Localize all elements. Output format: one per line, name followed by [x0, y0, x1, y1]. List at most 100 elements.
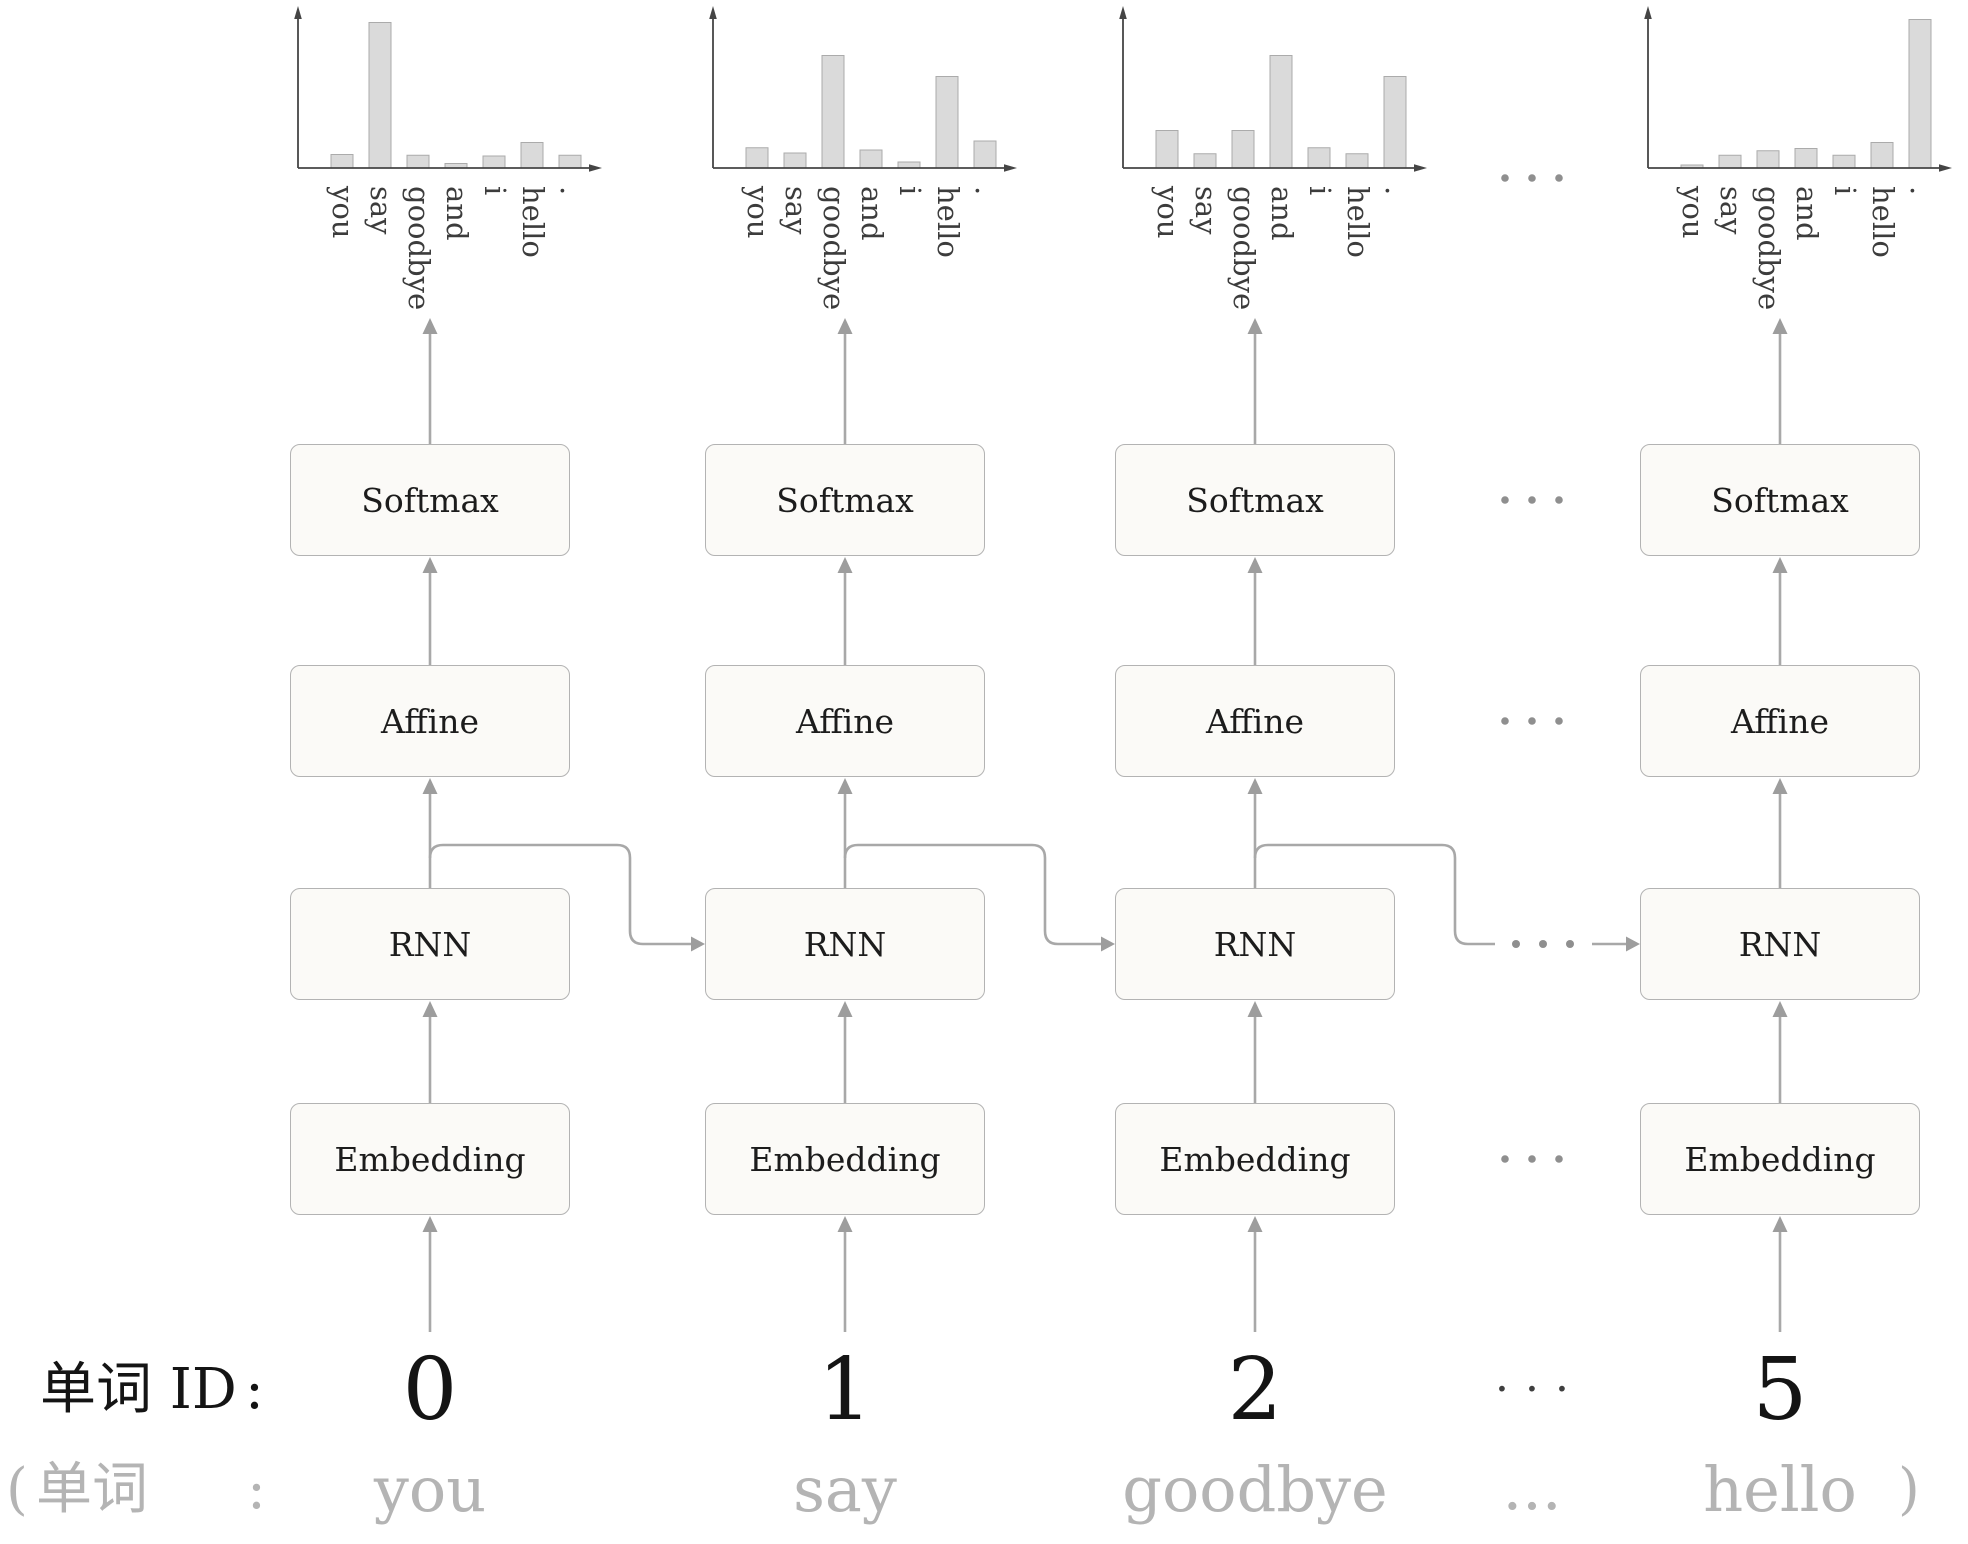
bar-hello: [935, 76, 959, 169]
up-arrow-col2-2-head: [1247, 778, 1263, 794]
word-value: you: [373, 1453, 487, 1526]
recurrent-ellipsis-dot-2: [1566, 940, 1574, 948]
x-tick-label: i: [893, 186, 927, 196]
bar-and: [1794, 148, 1818, 169]
probability-chart-2: [1119, 6, 1427, 172]
embedding-row-ellipsis-dot-2: [1555, 1155, 1563, 1163]
x-tick-label: .: [554, 186, 588, 196]
up-arrow-col2-4-head: [1247, 1216, 1263, 1232]
word-id-value: 1: [817, 1340, 873, 1440]
embedding-box: Embedding: [1115, 1103, 1395, 1215]
x-tick-label: hello: [1866, 186, 1900, 258]
softmax-box: Softmax: [290, 444, 570, 556]
word-row-close-paren: ): [1898, 1457, 1920, 1522]
affine-box: Affine: [290, 665, 570, 777]
x-axis-arrowhead: [1939, 164, 1952, 172]
bar-say: [1193, 153, 1217, 169]
rnn-box: RNN: [1640, 888, 1920, 1000]
x-tick-label: i: [1303, 186, 1337, 196]
y-axis-arrowhead: [1119, 6, 1127, 19]
x-tick-label: say: [364, 186, 398, 235]
softmax-row-ellipsis-dot-1: [1528, 496, 1536, 504]
up-arrow-col3-2-head: [1772, 778, 1788, 794]
probability-chart-3: [1644, 6, 1952, 172]
probability-chart-0: [294, 6, 602, 172]
bar-hello: [1345, 153, 1369, 169]
bar-and: [859, 149, 883, 169]
embedding-row-ellipsis-dot-1: [1528, 1155, 1536, 1163]
embedding-box: Embedding: [705, 1103, 985, 1215]
x-tick-label: you: [326, 186, 360, 239]
bar-goodbye: [1231, 130, 1255, 169]
x-axis-arrowhead: [1004, 164, 1017, 172]
up-arrow-col1-1-head: [837, 557, 853, 573]
up-arrow-col0-0-head: [422, 318, 438, 334]
bar-.: [558, 154, 582, 169]
bar-goodbye: [821, 55, 845, 169]
word-row-open-paren: (: [6, 1457, 28, 1522]
up-arrow-col1-3-head: [837, 1001, 853, 1017]
bar-say: [783, 152, 807, 169]
word-id-value: 0: [402, 1340, 458, 1440]
bar-you: [1680, 164, 1704, 169]
bar-i: [482, 155, 506, 169]
affine-box: Affine: [705, 665, 985, 777]
x-tick-label: and: [1265, 186, 1299, 241]
affine-box: Affine: [1640, 665, 1920, 777]
bar-and: [1269, 55, 1293, 169]
x-tick-label: you: [1676, 186, 1710, 239]
y-axis-arrowhead: [709, 6, 717, 19]
word-row-caption: 单词: [36, 1457, 148, 1522]
y-axis-arrowhead: [294, 6, 302, 19]
bar-you: [1155, 130, 1179, 169]
up-arrow-col2-1-head: [1247, 557, 1263, 573]
recurrent-ellipsis-dot-1: [1539, 940, 1547, 948]
word-value: say: [793, 1453, 897, 1526]
up-arrow-col0-3-head: [422, 1001, 438, 1017]
y-axis-arrowhead: [1644, 6, 1652, 19]
rnn-box: RNN: [1115, 888, 1395, 1000]
softmax-row-ellipsis-dot-0: [1501, 496, 1509, 504]
x-tick-label: and: [855, 186, 889, 241]
up-arrow-col0-4-head: [422, 1216, 438, 1232]
rnn-box: RNN: [705, 888, 985, 1000]
bar-i: [1307, 147, 1331, 169]
bar-hello: [1870, 142, 1894, 169]
up-arrow-col1-0-head: [837, 318, 853, 334]
bar-.: [1908, 19, 1932, 169]
bar-goodbye: [406, 154, 430, 169]
x-tick-label: you: [741, 186, 775, 239]
word-value: goodbye: [1122, 1453, 1388, 1526]
x-axis-arrowhead: [589, 164, 602, 172]
x-tick-label: .: [1904, 186, 1938, 196]
recurrent-connector-1-head: [1101, 936, 1115, 952]
x-tick-label: goodbye: [817, 186, 851, 311]
up-arrow-col3-0-head: [1772, 318, 1788, 334]
softmax-row-ellipsis-dot-2: [1555, 496, 1563, 504]
x-tick-label: say: [1189, 186, 1223, 235]
affine-row-ellipsis-dot-1: [1528, 717, 1536, 725]
up-arrow-col0-1-head: [422, 557, 438, 573]
embedding-row-ellipsis-dot-0: [1501, 1155, 1509, 1163]
recurrent-connector-0-head: [691, 936, 705, 952]
up-arrow-col0-2-head: [422, 778, 438, 794]
x-tick-label: and: [1790, 186, 1824, 241]
x-tick-label: goodbye: [1227, 186, 1261, 311]
softmax-box: Softmax: [1115, 444, 1395, 556]
word-value: hello: [1703, 1453, 1857, 1526]
bar-i: [1832, 154, 1856, 169]
x-tick-label: say: [779, 186, 813, 235]
chart-row-ellipsis-dot-1: [1528, 174, 1536, 182]
embedding-box: Embedding: [1640, 1103, 1920, 1215]
up-arrow-col2-0-head: [1247, 318, 1263, 334]
x-tick-label: .: [969, 186, 1003, 196]
x-tick-label: goodbye: [1752, 186, 1786, 311]
affine-box: Affine: [1115, 665, 1395, 777]
recurrent-ellipsis-dot-0: [1512, 940, 1520, 948]
x-tick-label: i: [478, 186, 512, 196]
x-tick-label: goodbye: [402, 186, 436, 311]
word-row-colon: :: [247, 1457, 266, 1522]
embedding-box: Embedding: [290, 1103, 570, 1215]
up-arrow-col1-2-head: [837, 778, 853, 794]
